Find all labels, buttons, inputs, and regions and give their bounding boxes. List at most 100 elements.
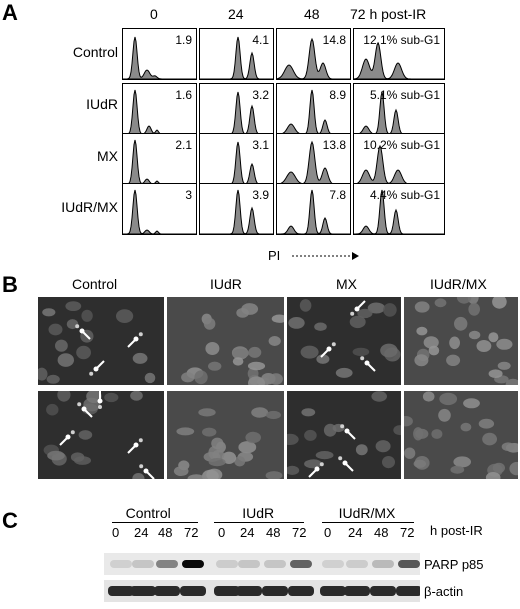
histogram-trace <box>354 41 444 79</box>
micrograph <box>167 391 284 479</box>
histogram-value: 12.1% sub-G1 <box>363 33 440 47</box>
histogram-trace <box>123 36 196 79</box>
b-col-header: IUdR <box>210 276 242 292</box>
c-timepoint: 0 <box>324 525 332 540</box>
histogram-trace <box>200 141 273 184</box>
histogram-trace <box>277 37 350 79</box>
c-timepoint: 24 <box>240 525 255 540</box>
histogram-value: 2.1 <box>175 138 192 152</box>
c-group-underline <box>214 522 304 523</box>
flow-histogram: 12.1% sub-G1 <box>353 28 445 80</box>
histogram-value: 10.2% sub-G1 <box>363 138 440 152</box>
flow-histogram: 10.2% sub-G1 <box>353 133 445 185</box>
actin-band <box>320 586 346 596</box>
histogram-value: 13.8 <box>322 138 346 152</box>
a-col-header: 24 <box>228 6 244 22</box>
c-timepoint: 48 <box>374 525 389 540</box>
histogram-trace <box>354 144 444 184</box>
actin-band <box>396 586 420 596</box>
actin-band <box>236 586 262 596</box>
micrograph <box>404 391 518 479</box>
histogram-trace <box>200 189 273 234</box>
flow-histogram: 4.4% sub-G1 <box>353 183 445 235</box>
actin-blot <box>104 580 420 602</box>
a-col-header: 48 <box>304 6 320 22</box>
c-units-label: h post-IR <box>430 523 483 538</box>
histogram-value: 8.9 <box>329 88 346 102</box>
c-group-underline <box>112 522 198 523</box>
histogram-trace <box>277 140 350 184</box>
nuclei-field <box>288 299 401 378</box>
actin-band <box>108 586 134 596</box>
pi-axis-label: PI <box>268 248 281 263</box>
actin-band <box>262 586 288 596</box>
micrograph <box>404 297 518 385</box>
flow-histogram: 1.6 <box>122 83 197 135</box>
actin-label: β-actin <box>424 584 464 599</box>
c-timepoint: 0 <box>218 525 226 540</box>
flow-histogram: 5.1% sub-G1 <box>353 83 445 135</box>
parp-band <box>110 560 132 568</box>
pi-axis-arrow <box>292 252 359 260</box>
nuclei-field <box>181 303 284 385</box>
histogram-value: 7.8 <box>329 188 346 202</box>
panel-c-letter: C <box>2 508 18 533</box>
c-timepoint: 48 <box>158 525 173 540</box>
micrograph <box>287 391 401 479</box>
micrograph <box>38 391 164 479</box>
a-row-label: MX <box>97 148 118 164</box>
parp-band <box>372 560 394 568</box>
b-col-header: IUdR/MX <box>430 276 487 292</box>
histogram-value: 1.9 <box>175 33 192 47</box>
histogram-trace <box>200 36 273 79</box>
flow-histogram: 3 <box>122 183 197 235</box>
histogram-value: 3.1 <box>252 138 269 152</box>
c-group-label: IUdR/MX <box>338 505 396 521</box>
histogram-value: 3.9 <box>252 188 269 202</box>
a-row-label: IUdR <box>86 96 118 112</box>
actin-band <box>288 586 314 596</box>
flow-histogram: 3.1 <box>199 133 274 185</box>
a-row-label: Control <box>72 44 118 60</box>
flow-histogram: 1.9 <box>122 28 197 80</box>
c-timepoint: 72 <box>292 525 307 540</box>
histogram-trace <box>354 91 444 134</box>
parp-band <box>132 560 154 568</box>
nuclei-field <box>287 391 401 478</box>
actin-band <box>370 586 396 596</box>
histogram-value: 5.1% sub-G1 <box>369 88 440 102</box>
c-timepoint: 48 <box>266 525 281 540</box>
parp-blot <box>104 553 420 575</box>
flow-histogram: 13.8 <box>276 133 351 185</box>
histogram-value: 4.1 <box>252 33 269 47</box>
c-group-label: IUdR <box>242 505 275 521</box>
parp-band <box>346 560 368 568</box>
nuclei-field <box>414 297 518 385</box>
micrograph <box>287 297 401 385</box>
parp-band <box>290 560 312 568</box>
parp-label: PARP p85 <box>424 557 484 572</box>
histogram-trace <box>277 189 350 234</box>
parp-band <box>398 560 420 568</box>
micrograph <box>167 297 284 385</box>
nuclei-field <box>38 301 156 384</box>
parp-band <box>216 560 238 568</box>
parp-band <box>238 560 260 568</box>
flow-histogram: 14.8 <box>276 28 351 80</box>
a-row-label: IUdR/MX <box>61 199 118 215</box>
c-timepoint: 24 <box>348 525 363 540</box>
histogram-value: 3.2 <box>252 88 269 102</box>
panel-b-letter: B <box>2 272 18 297</box>
parp-band <box>264 560 286 568</box>
c-timepoint: 72 <box>184 525 199 540</box>
nuclei-field <box>173 407 283 479</box>
flow-histogram: 3.9 <box>199 183 274 235</box>
c-timepoint: 24 <box>134 525 149 540</box>
histogram-value: 3 <box>185 188 192 202</box>
flow-histogram: 2.1 <box>122 133 197 185</box>
histogram-value: 1.6 <box>175 88 192 102</box>
c-group-underline <box>322 522 414 523</box>
histogram-trace <box>277 89 350 134</box>
c-timepoint: 72 <box>400 525 415 540</box>
actin-band <box>344 586 370 596</box>
